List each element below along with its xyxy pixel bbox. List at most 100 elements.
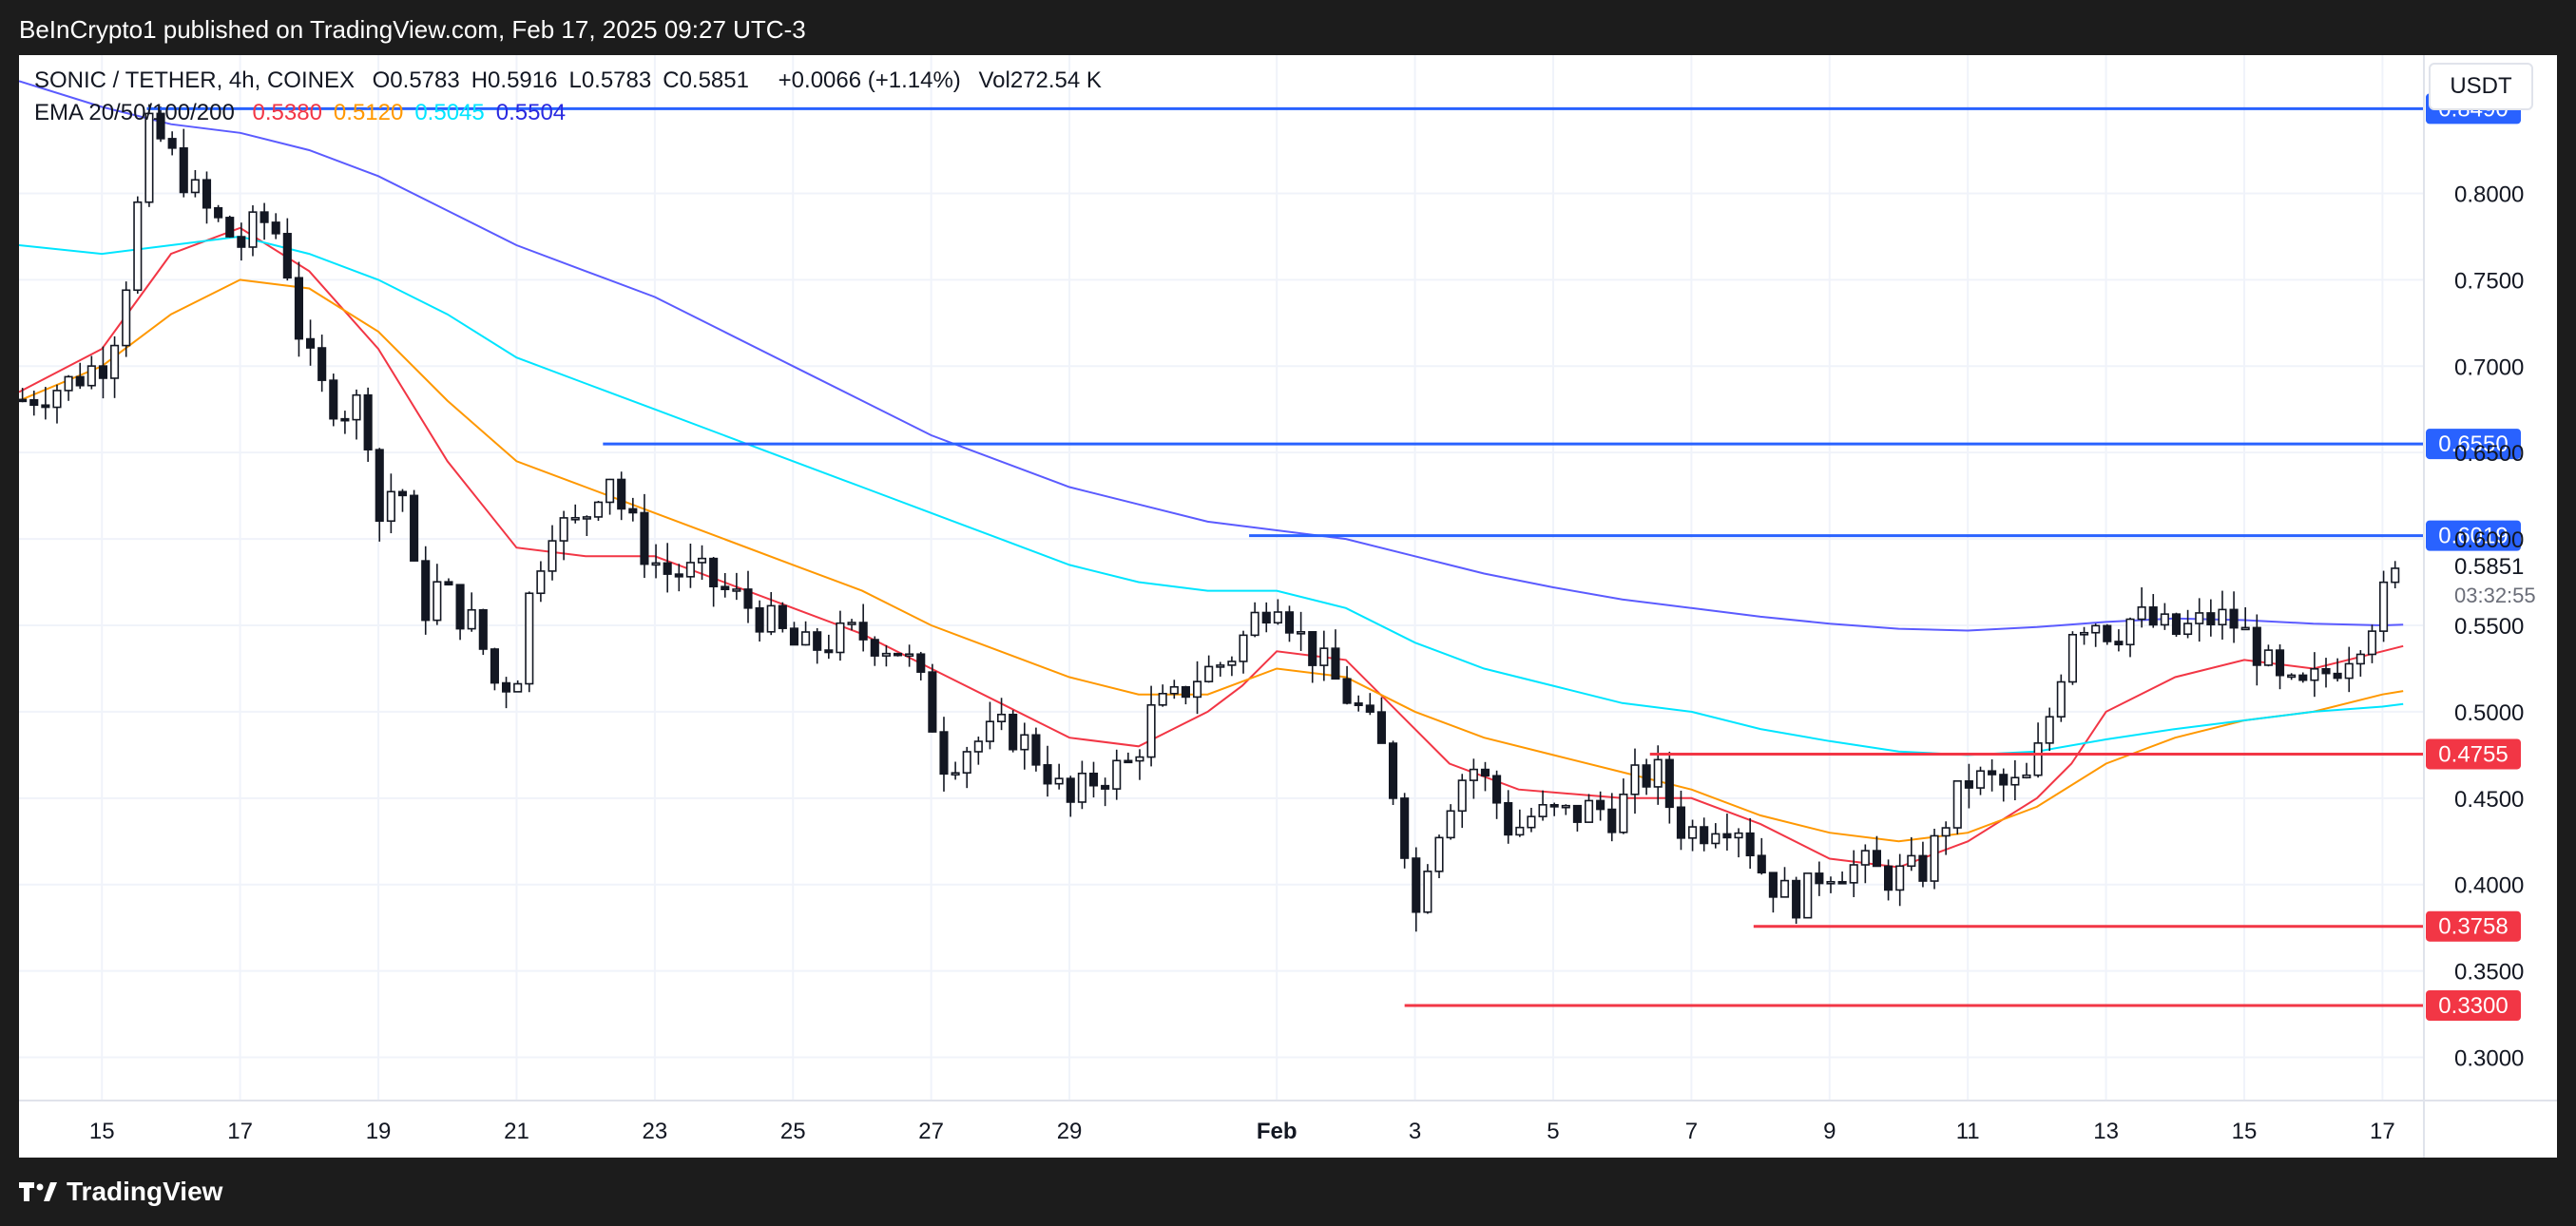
price-level-tag <box>2426 429 2521 460</box>
candle-up <box>997 713 1007 722</box>
tradingview-logo[interactable]: TradingView <box>19 1177 222 1207</box>
candle-up <box>593 501 604 518</box>
candle-up <box>513 682 523 693</box>
x-tick-label: 5 <box>1547 1119 1559 1144</box>
candle-down <box>858 622 868 641</box>
y-tick-label: 0.4000 <box>2454 873 2524 899</box>
candle-up <box>1169 685 1179 695</box>
candle-down <box>1412 857 1421 913</box>
candle-up <box>2125 618 2135 646</box>
candle-up <box>2240 626 2250 631</box>
x-tick-label: 15 <box>89 1119 115 1144</box>
candle-down <box>1066 777 1075 803</box>
x-tick-label: Feb <box>1257 1119 1298 1144</box>
candle-down <box>1342 678 1352 704</box>
candle-down <box>282 233 292 279</box>
candle-up <box>973 740 983 753</box>
candle-down <box>294 277 303 340</box>
candle-up <box>2287 674 2297 679</box>
candle-up <box>1192 680 1202 699</box>
candle-down <box>455 584 465 630</box>
symbol-label: SONIC / TETHER, 4h, COINEX <box>34 67 355 93</box>
candle-down <box>1745 832 1755 857</box>
candle-up <box>1319 647 1329 666</box>
candle-down <box>789 627 799 646</box>
candle-up <box>2079 631 2089 636</box>
candle-up <box>1527 815 1536 829</box>
candle-down <box>1009 713 1018 751</box>
candle-down <box>1792 879 1801 919</box>
ohlc-h: H0.5916 <box>471 67 558 93</box>
candle-up <box>548 540 557 572</box>
candle-up <box>2379 581 2389 632</box>
y-tick-label: 0.7000 <box>2454 354 2524 380</box>
candle-up <box>2067 633 2077 683</box>
candle-up <box>582 516 591 520</box>
candle-down <box>98 365 108 379</box>
candle-down <box>421 560 431 622</box>
candle-down <box>778 604 787 629</box>
candle-down <box>317 347 327 381</box>
price-level-label: 0.6019 <box>2438 524 2508 549</box>
candle-down <box>939 731 949 776</box>
candle-up <box>1135 756 1144 762</box>
candle-up <box>2310 667 2319 681</box>
candle-up <box>2391 567 2400 584</box>
y-tick-label: 0.6000 <box>2454 527 2524 553</box>
candle-up <box>2195 612 2204 624</box>
x-tick-label: 23 <box>642 1119 667 1144</box>
y-tick-label: 0.3500 <box>2454 960 2524 986</box>
candle-up <box>1561 804 1570 809</box>
candle-up <box>52 390 62 409</box>
candle-down <box>628 508 638 514</box>
currency-button[interactable]: USDT <box>2429 63 2533 110</box>
candle-down <box>870 639 879 657</box>
price-level-tag <box>2426 520 2521 551</box>
x-tick-label: 17 <box>227 1119 253 1144</box>
candle-down <box>167 138 177 149</box>
candle-up <box>1630 764 1640 795</box>
candle-up <box>1895 865 1905 891</box>
candle-up <box>110 344 120 379</box>
candle-down <box>225 217 235 238</box>
candle-down <box>1101 784 1110 790</box>
candle-up <box>1803 872 1813 919</box>
candle-down <box>2103 624 2112 642</box>
ema-value-3: 0.5045 <box>414 100 485 125</box>
candle-down <box>640 511 649 565</box>
candle-down <box>478 608 488 650</box>
tradingview-brand: TradingView <box>67 1177 223 1206</box>
candle-down <box>1331 647 1340 680</box>
candle-up <box>1457 779 1467 813</box>
candle-down <box>214 206 223 219</box>
ema-line-ema-200 <box>19 80 2404 632</box>
candle-up <box>1297 631 1306 635</box>
candle-down <box>2252 626 2261 666</box>
candle-down <box>1504 801 1513 836</box>
change-value: +0.0066 (+1.14%) <box>778 67 961 93</box>
candle-down <box>1031 734 1041 766</box>
candle-up <box>190 179 200 194</box>
candle-up <box>1779 879 1790 898</box>
candle-up <box>1849 864 1858 884</box>
candle-up <box>2160 613 2169 626</box>
candle-down <box>1999 774 2009 786</box>
candle-down <box>1480 768 1490 777</box>
candle-up <box>248 211 258 248</box>
candle-up <box>985 720 995 742</box>
candle-down <box>1549 803 1559 808</box>
candle-up <box>2183 623 2193 636</box>
candle-up <box>2045 716 2054 744</box>
candle-down <box>2298 674 2308 681</box>
candle-down <box>2333 672 2342 680</box>
candle-down <box>2321 667 2331 675</box>
candle-down <box>1918 854 1928 882</box>
candle-down <box>29 398 39 407</box>
candle-down <box>1642 764 1651 788</box>
candle-down <box>1815 872 1824 885</box>
price-level-label: 0.3758 <box>2438 914 2508 940</box>
ohlc-values: O0.5783 H0.5916 L0.5783 C0.5851 <box>373 67 760 93</box>
x-tick-label: 11 <box>1956 1119 1980 1144</box>
